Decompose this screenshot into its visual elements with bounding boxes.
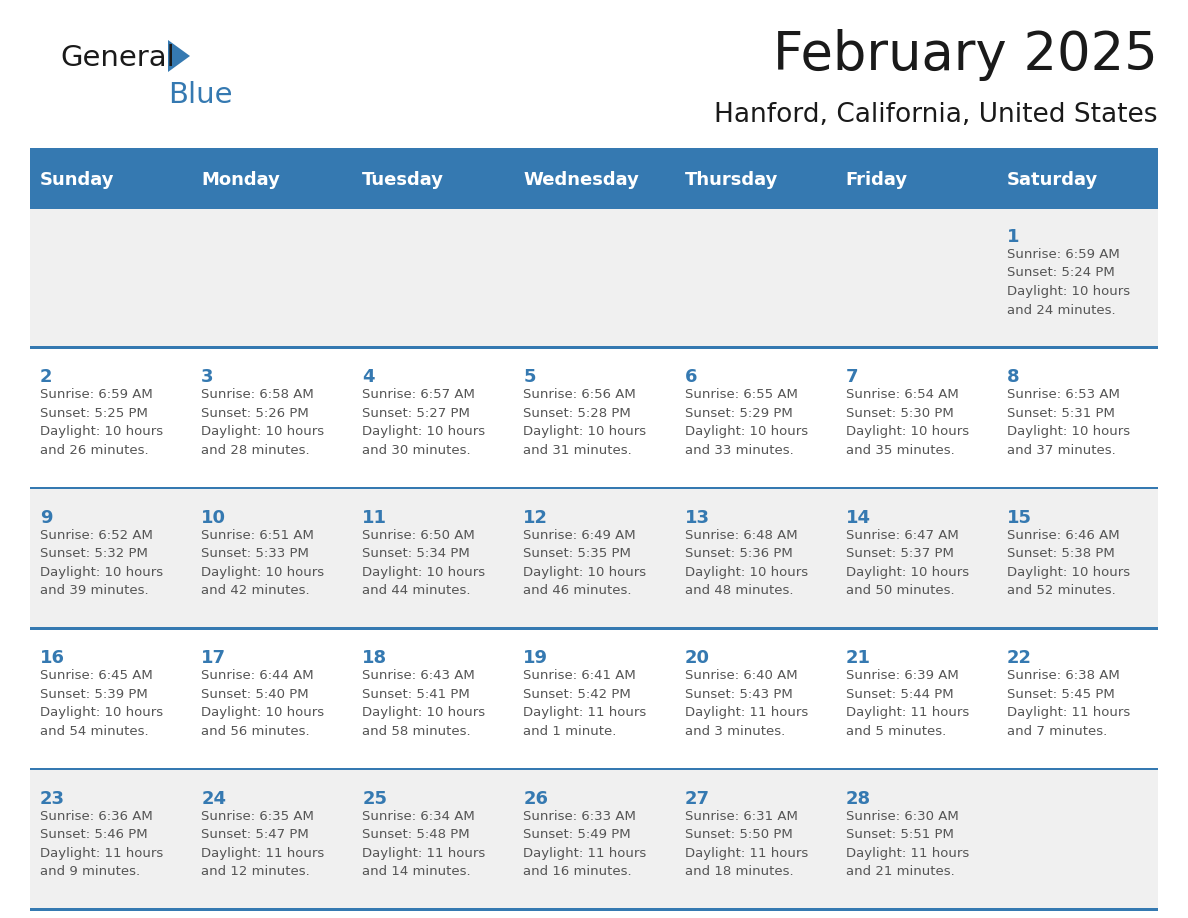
Text: Sunrise: 6:53 AM
Sunset: 5:31 PM
Daylight: 10 hours
and 37 minutes.: Sunrise: 6:53 AM Sunset: 5:31 PM Dayligh…	[1007, 388, 1130, 457]
Text: 4: 4	[362, 368, 374, 386]
Text: Sunrise: 6:49 AM
Sunset: 5:35 PM
Daylight: 10 hours
and 46 minutes.: Sunrise: 6:49 AM Sunset: 5:35 PM Dayligh…	[524, 529, 646, 598]
Text: 15: 15	[1007, 509, 1032, 527]
Text: 12: 12	[524, 509, 549, 527]
Text: 27: 27	[684, 789, 709, 808]
Text: Sunrise: 6:59 AM
Sunset: 5:25 PM
Daylight: 10 hours
and 26 minutes.: Sunrise: 6:59 AM Sunset: 5:25 PM Dayligh…	[40, 388, 163, 457]
Text: Sunrise: 6:59 AM
Sunset: 5:24 PM
Daylight: 10 hours
and 24 minutes.: Sunrise: 6:59 AM Sunset: 5:24 PM Dayligh…	[1007, 248, 1130, 317]
Text: Sunrise: 6:30 AM
Sunset: 5:51 PM
Daylight: 11 hours
and 21 minutes.: Sunrise: 6:30 AM Sunset: 5:51 PM Dayligh…	[846, 810, 969, 879]
Text: 7: 7	[846, 368, 858, 386]
Bar	[30, 206, 1158, 208]
Text: Sunrise: 6:55 AM
Sunset: 5:29 PM
Daylight: 10 hours
and 33 minutes.: Sunrise: 6:55 AM Sunset: 5:29 PM Dayligh…	[684, 388, 808, 457]
Text: Tuesday: Tuesday	[362, 171, 444, 189]
Text: Sunrise: 6:56 AM
Sunset: 5:28 PM
Daylight: 10 hours
and 31 minutes.: Sunrise: 6:56 AM Sunset: 5:28 PM Dayligh…	[524, 388, 646, 457]
Text: 6: 6	[684, 368, 697, 386]
Text: Sunrise: 6:36 AM
Sunset: 5:46 PM
Daylight: 11 hours
and 9 minutes.: Sunrise: 6:36 AM Sunset: 5:46 PM Dayligh…	[40, 810, 163, 879]
Text: 26: 26	[524, 789, 549, 808]
Text: General: General	[61, 44, 175, 72]
Bar	[30, 767, 1158, 908]
Bar	[30, 148, 1158, 154]
Text: Thursday: Thursday	[684, 171, 778, 189]
Text: Sunrise: 6:39 AM
Sunset: 5:44 PM
Daylight: 11 hours
and 5 minutes.: Sunrise: 6:39 AM Sunset: 5:44 PM Dayligh…	[846, 669, 969, 738]
Text: 11: 11	[362, 509, 387, 527]
Text: 16: 16	[40, 649, 65, 667]
Bar	[30, 767, 1158, 770]
Text: Sunrise: 6:31 AM
Sunset: 5:50 PM
Daylight: 11 hours
and 18 minutes.: Sunrise: 6:31 AM Sunset: 5:50 PM Dayligh…	[684, 810, 808, 879]
Text: Blue: Blue	[168, 81, 233, 109]
Text: 23: 23	[40, 789, 65, 808]
Bar	[30, 487, 1158, 489]
Text: 9: 9	[40, 509, 52, 527]
Bar	[30, 346, 1158, 349]
Text: Sunrise: 6:43 AM
Sunset: 5:41 PM
Daylight: 10 hours
and 58 minutes.: Sunrise: 6:43 AM Sunset: 5:41 PM Dayligh…	[362, 669, 486, 738]
Text: 21: 21	[846, 649, 871, 667]
Text: Sunrise: 6:50 AM
Sunset: 5:34 PM
Daylight: 10 hours
and 44 minutes.: Sunrise: 6:50 AM Sunset: 5:34 PM Dayligh…	[362, 529, 486, 598]
Text: Monday: Monday	[201, 171, 280, 189]
Text: Wednesday: Wednesday	[524, 171, 639, 189]
Text: 8: 8	[1007, 368, 1019, 386]
Text: Sunrise: 6:47 AM
Sunset: 5:37 PM
Daylight: 10 hours
and 50 minutes.: Sunrise: 6:47 AM Sunset: 5:37 PM Dayligh…	[846, 529, 969, 598]
Text: Sunrise: 6:34 AM
Sunset: 5:48 PM
Daylight: 11 hours
and 14 minutes.: Sunrise: 6:34 AM Sunset: 5:48 PM Dayligh…	[362, 810, 486, 879]
Text: 3: 3	[201, 368, 214, 386]
Text: February 2025: February 2025	[773, 29, 1158, 81]
Text: 22: 22	[1007, 649, 1032, 667]
Text: Sunrise: 6:45 AM
Sunset: 5:39 PM
Daylight: 10 hours
and 54 minutes.: Sunrise: 6:45 AM Sunset: 5:39 PM Dayligh…	[40, 669, 163, 738]
Text: Sunrise: 6:54 AM
Sunset: 5:30 PM
Daylight: 10 hours
and 35 minutes.: Sunrise: 6:54 AM Sunset: 5:30 PM Dayligh…	[846, 388, 969, 457]
Text: Sunrise: 6:58 AM
Sunset: 5:26 PM
Daylight: 10 hours
and 28 minutes.: Sunrise: 6:58 AM Sunset: 5:26 PM Dayligh…	[201, 388, 324, 457]
Text: 24: 24	[201, 789, 226, 808]
Bar	[30, 206, 1158, 346]
Bar	[30, 487, 1158, 627]
Text: 10: 10	[201, 509, 226, 527]
Text: Sunrise: 6:51 AM
Sunset: 5:33 PM
Daylight: 10 hours
and 42 minutes.: Sunrise: 6:51 AM Sunset: 5:33 PM Dayligh…	[201, 529, 324, 598]
Text: Sunrise: 6:40 AM
Sunset: 5:43 PM
Daylight: 11 hours
and 3 minutes.: Sunrise: 6:40 AM Sunset: 5:43 PM Dayligh…	[684, 669, 808, 738]
Text: Sunrise: 6:38 AM
Sunset: 5:45 PM
Daylight: 11 hours
and 7 minutes.: Sunrise: 6:38 AM Sunset: 5:45 PM Dayligh…	[1007, 669, 1130, 738]
Text: Sunrise: 6:46 AM
Sunset: 5:38 PM
Daylight: 10 hours
and 52 minutes.: Sunrise: 6:46 AM Sunset: 5:38 PM Dayligh…	[1007, 529, 1130, 598]
Text: Sunrise: 6:44 AM
Sunset: 5:40 PM
Daylight: 10 hours
and 56 minutes.: Sunrise: 6:44 AM Sunset: 5:40 PM Dayligh…	[201, 669, 324, 738]
Text: 18: 18	[362, 649, 387, 667]
Text: Friday: Friday	[846, 171, 908, 189]
Text: Sunrise: 6:41 AM
Sunset: 5:42 PM
Daylight: 11 hours
and 1 minute.: Sunrise: 6:41 AM Sunset: 5:42 PM Dayligh…	[524, 669, 646, 738]
Bar	[30, 346, 1158, 487]
Text: 20: 20	[684, 649, 709, 667]
Text: 14: 14	[846, 509, 871, 527]
Text: Sunrise: 6:52 AM
Sunset: 5:32 PM
Daylight: 10 hours
and 39 minutes.: Sunrise: 6:52 AM Sunset: 5:32 PM Dayligh…	[40, 529, 163, 598]
Text: 28: 28	[846, 789, 871, 808]
Text: Saturday: Saturday	[1007, 171, 1098, 189]
Bar	[30, 627, 1158, 767]
Text: 19: 19	[524, 649, 549, 667]
Bar	[30, 908, 1158, 911]
Text: 25: 25	[362, 789, 387, 808]
Text: 5: 5	[524, 368, 536, 386]
Text: Sunday: Sunday	[40, 171, 114, 189]
Text: Sunrise: 6:33 AM
Sunset: 5:49 PM
Daylight: 11 hours
and 16 minutes.: Sunrise: 6:33 AM Sunset: 5:49 PM Dayligh…	[524, 810, 646, 879]
Polygon shape	[168, 40, 190, 72]
Text: Hanford, California, United States: Hanford, California, United States	[714, 102, 1158, 128]
Text: 2: 2	[40, 368, 52, 386]
Text: Sunrise: 6:35 AM
Sunset: 5:47 PM
Daylight: 11 hours
and 12 minutes.: Sunrise: 6:35 AM Sunset: 5:47 PM Dayligh…	[201, 810, 324, 879]
Text: Sunrise: 6:57 AM
Sunset: 5:27 PM
Daylight: 10 hours
and 30 minutes.: Sunrise: 6:57 AM Sunset: 5:27 PM Dayligh…	[362, 388, 486, 457]
Text: Sunrise: 6:48 AM
Sunset: 5:36 PM
Daylight: 10 hours
and 48 minutes.: Sunrise: 6:48 AM Sunset: 5:36 PM Dayligh…	[684, 529, 808, 598]
Text: 1: 1	[1007, 228, 1019, 246]
Bar	[30, 154, 1158, 206]
Text: 13: 13	[684, 509, 709, 527]
Bar	[30, 627, 1158, 630]
Text: 17: 17	[201, 649, 226, 667]
